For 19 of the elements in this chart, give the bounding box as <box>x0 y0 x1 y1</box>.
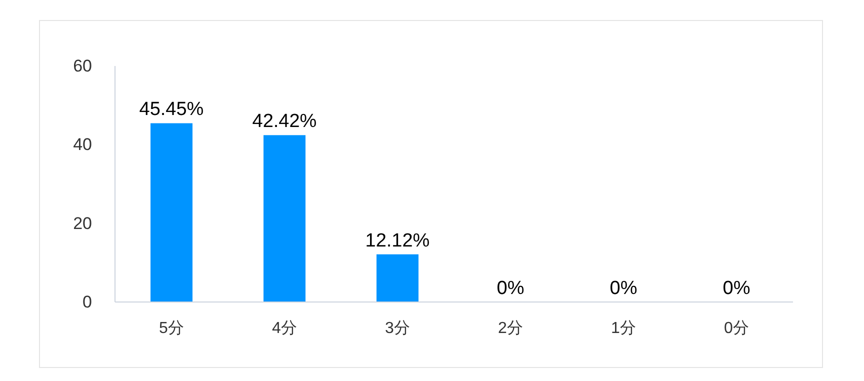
data-label: 0% <box>496 278 524 299</box>
x-tick-label: 0分 <box>724 320 749 337</box>
x-tick-label: 2分 <box>498 320 523 337</box>
bar <box>376 254 418 302</box>
y-tick-label: 20 <box>73 214 92 233</box>
x-tick-label: 1分 <box>611 320 636 337</box>
data-label: 0% <box>722 278 750 299</box>
data-label: 0% <box>610 278 638 299</box>
x-tick-label: 4分 <box>272 320 297 337</box>
bar <box>150 123 192 302</box>
y-tick-label: 0 <box>82 292 92 312</box>
bar <box>264 135 306 302</box>
x-tick-label: 5分 <box>159 320 184 337</box>
data-label: 45.45% <box>139 99 204 120</box>
x-tick-label: 3分 <box>385 320 410 337</box>
y-tick-label: 40 <box>73 135 92 154</box>
y-tick-label: 60 <box>73 56 92 76</box>
data-label: 42.42% <box>252 111 317 132</box>
data-label: 12.12% <box>365 230 430 252</box>
